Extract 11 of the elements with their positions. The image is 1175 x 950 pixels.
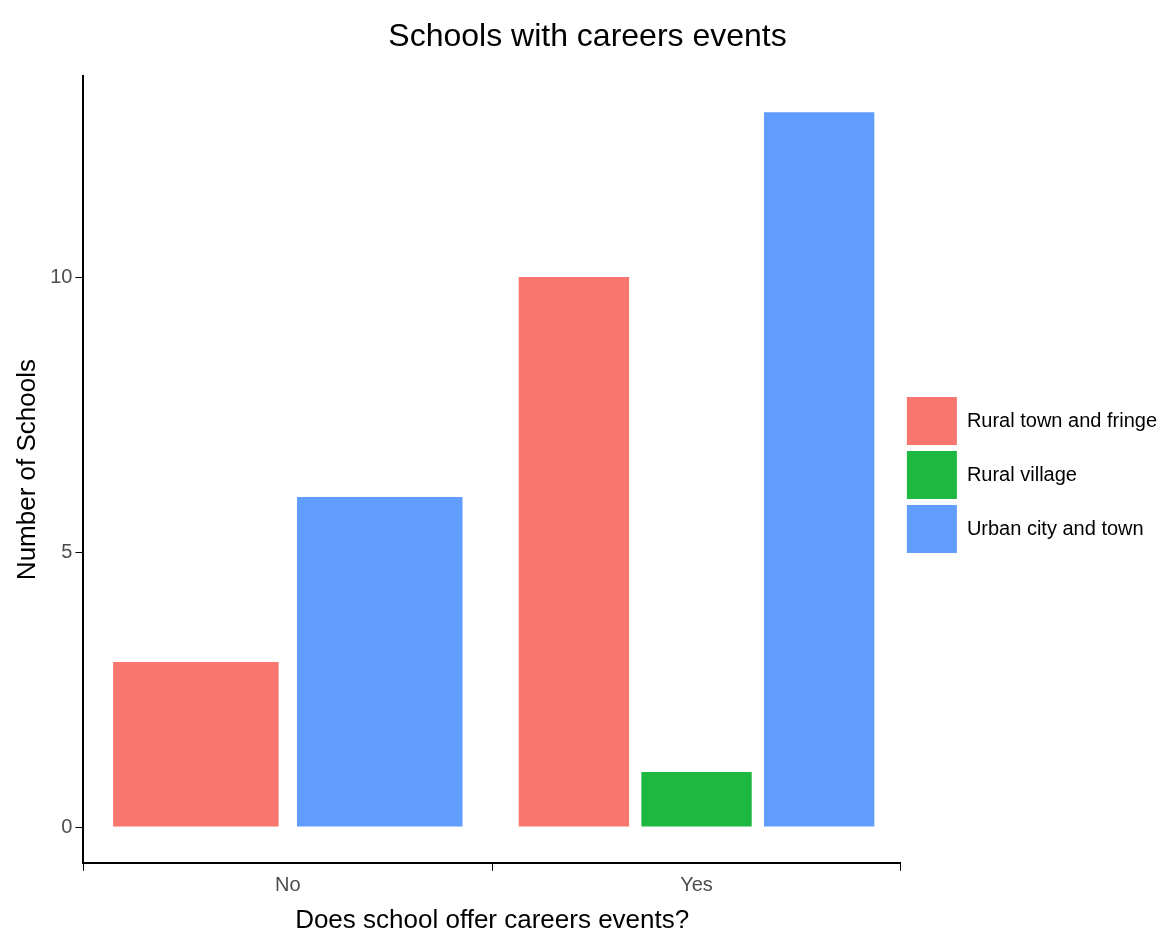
y-tick-label: 5 [61, 539, 73, 562]
y-tick-label: 0 [61, 814, 73, 837]
y-tick-label: 10 [50, 264, 73, 287]
chart-title: Schools with careers events [388, 17, 787, 54]
y-axis-title: Number of Schools [10, 359, 41, 581]
x-tick-label: Yes [680, 873, 713, 896]
legend-label: Urban city and town [966, 516, 1144, 539]
legend-label: Rural town and fringe [966, 408, 1157, 431]
x-tick-label: No [275, 873, 301, 896]
legend-label: Rural village [966, 462, 1077, 485]
x-axis-title: Does school offer careers events? [295, 903, 690, 934]
